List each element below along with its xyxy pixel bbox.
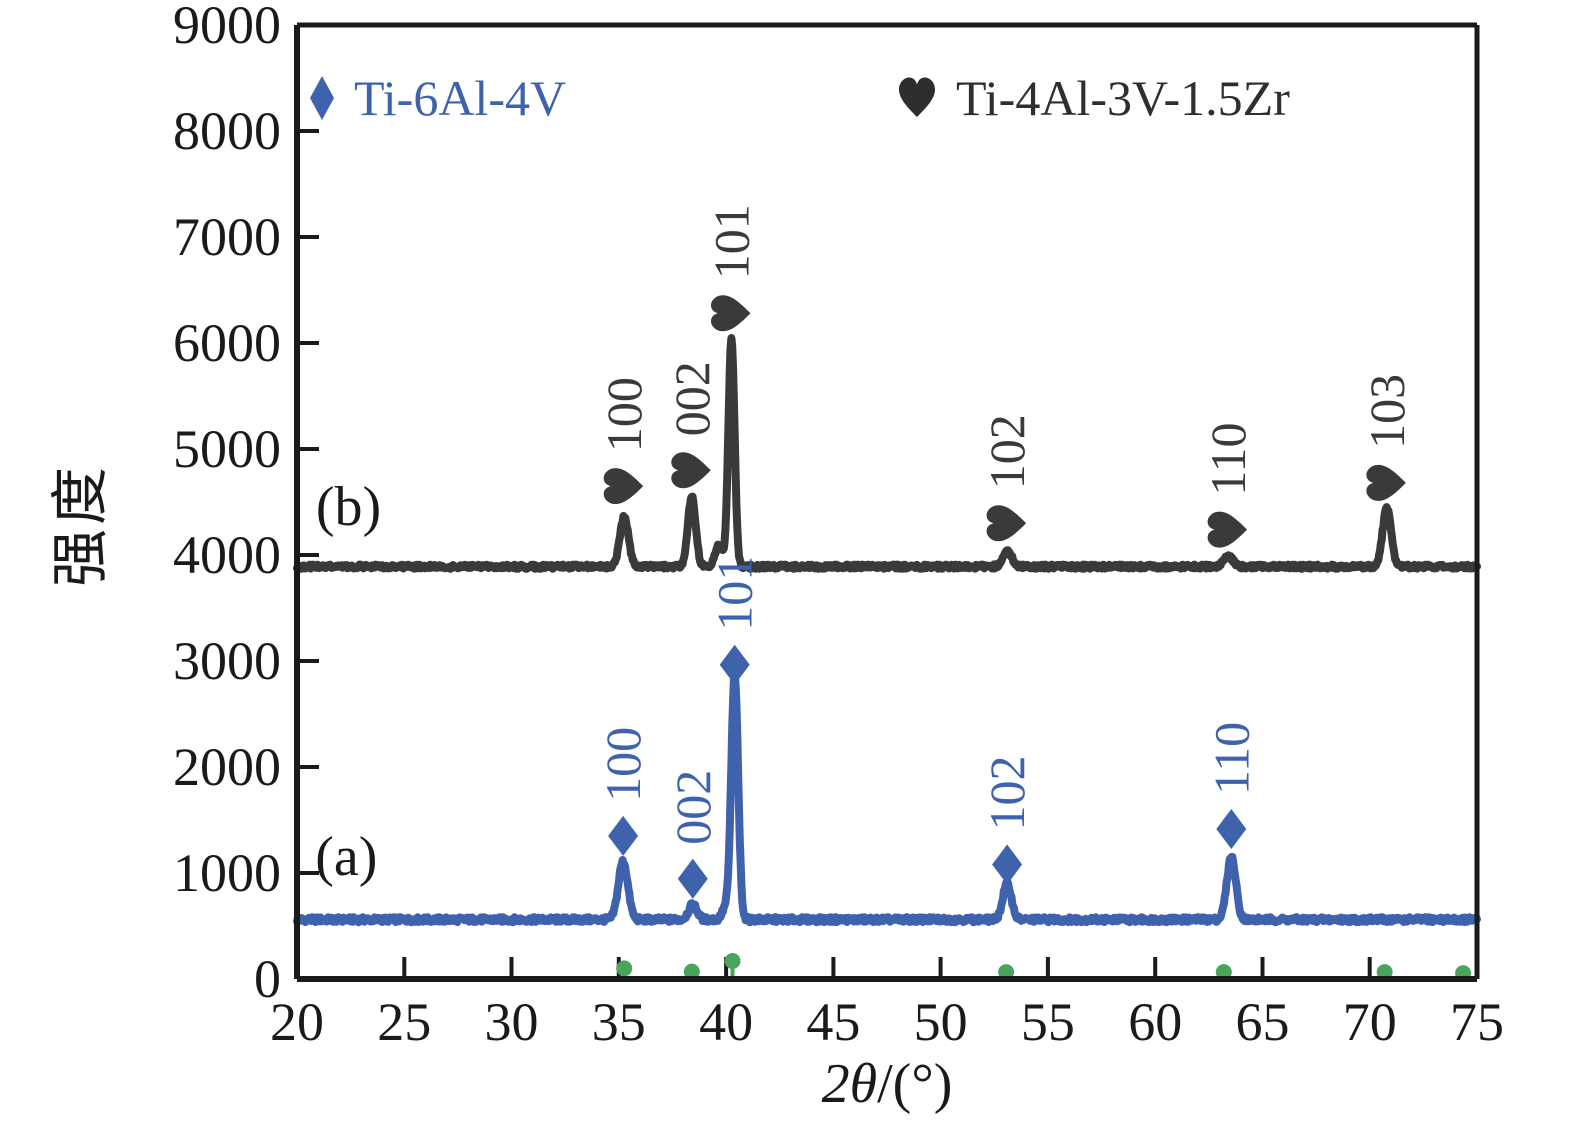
heart-marker-102	[986, 505, 1027, 542]
x-tick-label: 35	[592, 992, 646, 1052]
peak-label-a-101: 101	[707, 556, 763, 631]
legend-label-ti6al4v: Ti-6Al-4V	[354, 70, 567, 126]
x-tick-label: 25	[377, 992, 431, 1052]
series-a-curve	[293, 669, 1481, 927]
diamond-marker-110	[1216, 809, 1247, 849]
diamond-icon	[310, 76, 334, 120]
reference-peak-dot	[724, 953, 741, 969]
diamond-marker-101	[719, 644, 750, 685]
y-tick-label: 9000	[173, 0, 281, 55]
panel-label-a: (a)	[315, 826, 377, 888]
peak-label-b-101: 101	[704, 204, 760, 279]
legend-item-ti6al4v: Ti-6Al-4V	[308, 72, 566, 124]
heart-marker-100	[603, 468, 644, 505]
series-b-curve	[293, 334, 1481, 573]
peak-label-b-002: 002	[664, 361, 720, 436]
y-tick-label: 0	[254, 949, 281, 1009]
heart-marker-002	[671, 452, 711, 489]
x-tick-label: 70	[1343, 992, 1397, 1052]
y-tick-label: 7000	[173, 207, 281, 267]
diamond-marker-102	[992, 844, 1023, 885]
peak-label-a-002: 002	[665, 770, 721, 845]
y-tick-label: 2000	[173, 737, 281, 797]
x-tick-label: 20	[270, 992, 324, 1052]
y-tick-label: 1000	[173, 843, 281, 903]
y-tick-label: 5000	[173, 419, 281, 479]
peak-label-b-102: 102	[979, 414, 1035, 489]
peak-label-b-110: 110	[1200, 422, 1256, 495]
plot-box	[294, 22, 1480, 982]
x-tick-label: 65	[1236, 992, 1290, 1052]
y-axis-title-wrap: 强度	[10, 430, 140, 620]
x-tick-label: 45	[806, 992, 860, 1052]
heart-marker-101	[711, 295, 751, 332]
heart-marker-110	[1207, 511, 1248, 548]
reference-peak-dot	[616, 960, 633, 977]
x-tick-label: 50	[914, 992, 968, 1052]
peak-label-a-110: 110	[1203, 722, 1259, 795]
y-tick-label: 6000	[173, 313, 281, 373]
peak-label-a-102: 102	[979, 756, 1035, 831]
series-b-annotations: 100 002 101 102 110 103	[596, 204, 1415, 548]
legend-item-ti4al3v15zr: Ti-4Al-3V-1.5Zr	[896, 72, 1290, 124]
y-axis-title: 强度	[47, 462, 113, 588]
y-tick-label: 3000	[173, 631, 281, 691]
x-axis-title: 2θ/(°)	[737, 1052, 1037, 1116]
y-tick-label: 8000	[173, 101, 281, 161]
reference-peak-dot	[683, 963, 700, 980]
peak-label-b-103: 103	[1359, 374, 1415, 449]
y-tick-label: 4000	[173, 525, 281, 585]
peak-label-a-100: 100	[595, 727, 651, 802]
x-axis-title-units: /(°)	[877, 1053, 953, 1115]
x-tick-label: 30	[485, 992, 539, 1052]
diamond-marker-100	[608, 815, 639, 856]
x-tick-label: 55	[1021, 992, 1075, 1052]
x-axis-title-symbol: 2θ	[821, 1053, 878, 1115]
heart-icon	[899, 77, 935, 117]
x-tick-label: 60	[1128, 992, 1182, 1052]
legend-label-ti4al3v15zr: Ti-4Al-3V-1.5Zr	[956, 70, 1290, 126]
y-axis-ticks: 0 1000 2000 3000 4000 5000 6000 7000 8000 9000	[173, 0, 319, 1009]
peak-label-b-100: 100	[596, 377, 652, 452]
panel-label-b: (b)	[316, 476, 381, 538]
diamond-marker-002	[677, 858, 708, 899]
x-axis-ticks: 20 25 30 35 40 45 50 55 60 65 70 75	[270, 957, 1504, 1052]
x-tick-label: 40	[699, 992, 753, 1052]
heart-marker-103	[1366, 464, 1406, 501]
x-tick-label: 75	[1450, 992, 1504, 1052]
